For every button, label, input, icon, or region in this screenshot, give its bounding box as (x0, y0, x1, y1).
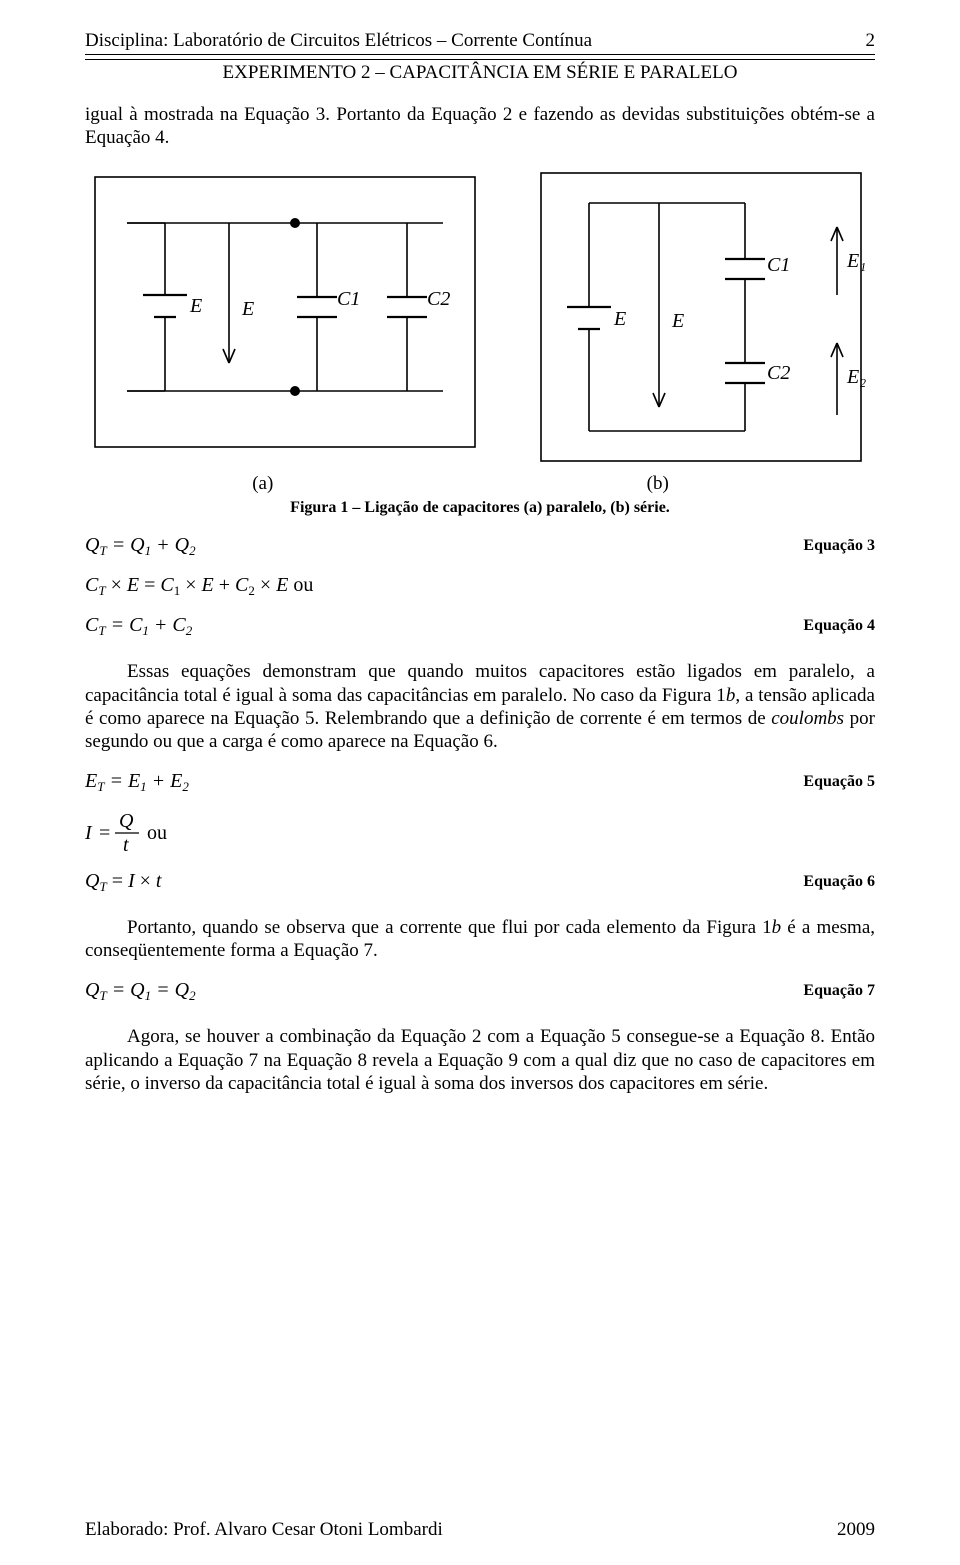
figure-1-wrap: E E C1 C2 E E C1 C2 E₁ E₂ (85, 167, 875, 467)
equation-ct-e: CT × E = C1 × E + C2 × E ou (85, 571, 405, 601)
svg-text:QT = Q1 + Q2: QT = Q1 + Q2 (85, 534, 196, 558)
paragraph-after-eq6: Portanto, quando se observa que a corren… (85, 916, 875, 962)
label-a: (a) (85, 473, 441, 495)
svg-text:Q: Q (119, 810, 134, 832)
equation-4-label: Equação 4 (803, 617, 875, 635)
equation-6: QT = I × t (85, 867, 235, 897)
svg-text:CT × E = C1 × E + C2 × E ou: CT × E = C1 × E + C2 × E ou (85, 574, 313, 598)
svg-text:ou: ou (147, 822, 167, 844)
equation-7-label: Equação 7 (803, 982, 875, 1000)
svg-text:I: I (85, 822, 93, 844)
svg-text:=: = (99, 822, 110, 844)
svg-text:QT = I × t: QT = I × t (85, 870, 162, 894)
svg-text:C2: C2 (767, 362, 790, 384)
equation-6-label: Equação 6 (803, 873, 875, 891)
figure-1-caption: Figura 1 – Ligação de capacitores (a) pa… (85, 499, 875, 517)
svg-text:C2: C2 (427, 288, 450, 310)
header-subtitle: EXPERIMENTO 2 – CAPACITÂNCIA EM SÉRIE E … (85, 62, 875, 84)
svg-text:QT = Q1 = Q2: QT = Q1 = Q2 (85, 979, 196, 1003)
svg-text:E: E (613, 308, 626, 330)
svg-text:CT = C1 + C2: CT = C1 + C2 (85, 614, 193, 638)
svg-text:C1: C1 (337, 288, 360, 310)
label-b: (b) (441, 473, 876, 495)
svg-text:E: E (189, 295, 202, 317)
svg-text:t: t (123, 834, 129, 856)
equation-4: CT = C1 + C2 (85, 611, 255, 641)
footer-author: Elaborado: Prof. Alvaro Cesar Otoni Lomb… (85, 1519, 443, 1541)
equation-i-qt: I = Q t ou (85, 807, 205, 857)
page-number: 2 (866, 30, 876, 52)
paragraph-after-eq4: Essas equações demonstram que quando mui… (85, 660, 875, 753)
paragraph-after-eq7: Agora, se houver a combinação da Equação… (85, 1025, 875, 1095)
svg-text:E: E (241, 298, 254, 320)
equation-7: QT = Q1 = Q2 (85, 976, 255, 1006)
svg-text:E: E (671, 310, 684, 332)
equation-3-label: Equação 3 (803, 537, 875, 555)
figure-ab-labels: (a) (b) (85, 473, 875, 495)
figure-1a-parallel: E E C1 C2 (85, 167, 485, 457)
svg-text:E₂: E₂ (846, 366, 866, 388)
svg-text:E₁: E₁ (846, 250, 866, 272)
equation-5: ET = E1 + E2 (85, 767, 255, 797)
header-discipline: Disciplina: Laboratório de Circuitos Elé… (85, 30, 592, 52)
equation-5-label: Equação 5 (803, 773, 875, 791)
intro-paragraph: igual à mostrada na Equação 3. Portanto … (85, 103, 875, 149)
header-rule (85, 54, 875, 60)
footer-year: 2009 (837, 1519, 875, 1541)
equation-3: QT = Q1 + Q2 (85, 531, 255, 561)
figure-1b-series: E E C1 C2 E₁ E₂ (535, 167, 875, 467)
svg-text:C1: C1 (767, 254, 790, 276)
svg-text:ET = E1 + E2: ET = E1 + E2 (85, 770, 189, 794)
